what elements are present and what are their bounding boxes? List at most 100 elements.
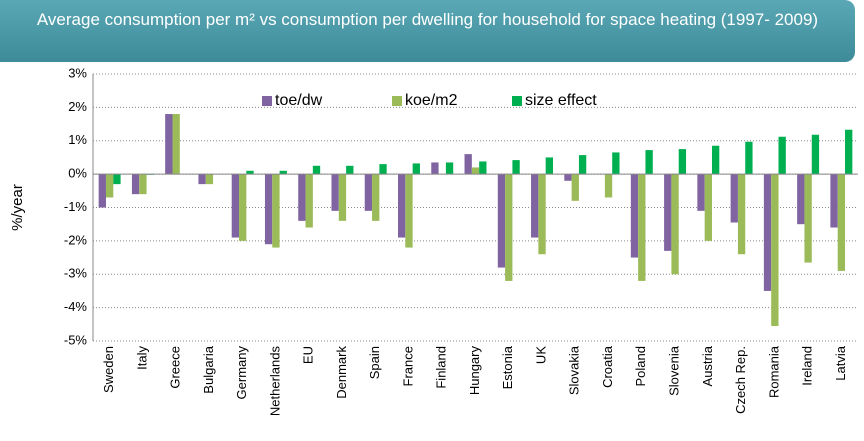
legend-swatch bbox=[392, 96, 402, 106]
x-tick-label: EU bbox=[301, 346, 316, 364]
bar bbox=[645, 150, 653, 175]
bar bbox=[771, 174, 779, 326]
bar bbox=[497, 174, 506, 268]
bar bbox=[538, 174, 546, 255]
y-tick-label: -4% bbox=[64, 299, 88, 314]
bar bbox=[312, 165, 321, 175]
bar bbox=[98, 174, 106, 208]
bar bbox=[845, 129, 853, 175]
bar bbox=[331, 174, 339, 211]
bar bbox=[612, 152, 620, 175]
bar bbox=[471, 167, 480, 175]
bar bbox=[338, 174, 347, 221]
legend-label: koe/m2 bbox=[405, 92, 458, 109]
bar bbox=[272, 174, 280, 248]
bar bbox=[678, 149, 687, 175]
bar bbox=[564, 174, 572, 181]
bar bbox=[737, 174, 746, 255]
bar bbox=[830, 174, 838, 228]
legend-swatch bbox=[512, 96, 522, 106]
x-tick-label: Greece bbox=[168, 346, 183, 389]
x-tick-label: Bulgaria bbox=[201, 345, 216, 393]
y-axis-label: %/year bbox=[9, 184, 26, 231]
x-tick-label: Finland bbox=[434, 346, 449, 389]
bar bbox=[630, 174, 639, 258]
x-tick-label: France bbox=[400, 346, 415, 386]
bar bbox=[763, 174, 772, 291]
bar bbox=[165, 114, 173, 175]
y-tick-label: 0% bbox=[68, 166, 87, 181]
bar bbox=[745, 141, 753, 175]
bar bbox=[279, 170, 287, 175]
bar bbox=[671, 174, 679, 275]
bar bbox=[113, 174, 121, 185]
bar bbox=[131, 174, 140, 195]
x-tick-label: Germany bbox=[234, 346, 249, 400]
legend-label: toe/dw bbox=[275, 92, 323, 109]
bar bbox=[231, 174, 240, 238]
y-tick-label: 3% bbox=[68, 65, 87, 80]
x-tick-label: Poland bbox=[633, 346, 648, 386]
x-tick-label: Netherlands bbox=[267, 346, 282, 417]
bar bbox=[811, 134, 820, 175]
bar bbox=[346, 165, 354, 175]
bar bbox=[778, 136, 786, 175]
x-tick-label: Hungary bbox=[467, 346, 482, 396]
bar bbox=[305, 174, 313, 228]
bar bbox=[398, 174, 406, 238]
bar bbox=[604, 174, 613, 198]
x-tick-label: Sweden bbox=[101, 346, 116, 393]
bar bbox=[264, 174, 273, 245]
bar bbox=[139, 174, 147, 195]
x-tick-label: Spain bbox=[367, 346, 382, 379]
bar bbox=[239, 174, 247, 241]
bar bbox=[372, 174, 380, 221]
x-tick-label: Denmark bbox=[334, 346, 349, 399]
bar bbox=[730, 174, 738, 223]
bar bbox=[405, 174, 413, 248]
bar bbox=[505, 174, 513, 281]
x-tick-label: Ireland bbox=[800, 346, 815, 386]
x-tick-label: Czech Rep. bbox=[733, 346, 748, 414]
y-tick-label: -3% bbox=[64, 266, 88, 281]
chart-title: Average consumption per m² vs consumptio… bbox=[0, 0, 855, 62]
x-tick-label: Estonia bbox=[500, 345, 515, 389]
legend-label: size effect bbox=[525, 92, 597, 109]
x-tick-label: Slovenia bbox=[667, 345, 682, 396]
bar bbox=[664, 174, 672, 251]
bar bbox=[172, 114, 180, 175]
bar bbox=[298, 174, 306, 221]
legend-swatch bbox=[262, 96, 272, 106]
x-tick-label: Croatia bbox=[600, 345, 615, 388]
y-tick-label: -5% bbox=[64, 332, 88, 347]
bar bbox=[364, 174, 373, 211]
bar bbox=[545, 157, 553, 175]
bar bbox=[711, 145, 720, 175]
bar bbox=[804, 174, 812, 263]
x-tick-label: Slovakia bbox=[567, 345, 582, 395]
bar bbox=[697, 174, 705, 211]
bar bbox=[205, 174, 214, 185]
bar bbox=[379, 164, 387, 175]
x-tick-label: Romania bbox=[766, 345, 781, 398]
y-tick-label: -1% bbox=[64, 199, 88, 214]
bar bbox=[445, 162, 454, 175]
bar bbox=[837, 174, 846, 271]
x-tick-label: Italy bbox=[134, 346, 149, 370]
bar bbox=[512, 160, 520, 175]
y-tick-label: 1% bbox=[68, 132, 87, 147]
bar bbox=[531, 174, 539, 238]
bar bbox=[571, 174, 579, 201]
bar bbox=[105, 174, 114, 198]
x-tick-label: UK bbox=[533, 346, 548, 364]
bar bbox=[198, 174, 206, 185]
bar bbox=[479, 161, 487, 175]
y-tick-label: -2% bbox=[64, 232, 88, 247]
bar bbox=[797, 174, 805, 225]
bar bbox=[246, 170, 254, 175]
bar bbox=[464, 154, 472, 175]
bar bbox=[412, 163, 420, 175]
x-tick-label: Austria bbox=[700, 345, 715, 386]
